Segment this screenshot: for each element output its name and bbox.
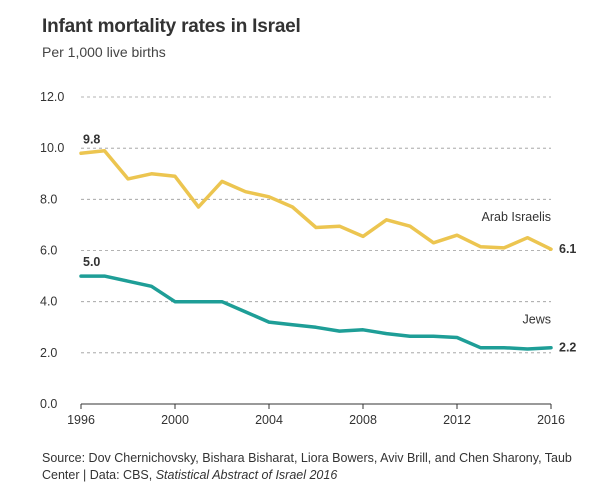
y-tick-label: 2.0 [40, 346, 57, 360]
series-line-jews [79, 274, 553, 351]
end-value-label: 6.1 [559, 242, 576, 256]
start-value-label: 9.8 [83, 132, 100, 146]
x-tick-label: 1996 [67, 413, 95, 427]
y-tick-label: 12.0 [40, 90, 64, 104]
x-tick-label: 2000 [161, 413, 189, 427]
line-chart: 0.0 2.0 4.0 6.0 8.0 10.0 12.0 1996 2000 2004 2008 2… [40, 90, 576, 427]
x-tick-label: 2016 [537, 413, 565, 427]
series-label: Jews [523, 313, 551, 327]
chart-title: Infant mortality rates in Israel [42, 16, 301, 37]
x-tick-label: 2012 [443, 413, 471, 427]
y-tick-label: 10.0 [40, 141, 64, 155]
y-tick-label: 6.0 [40, 244, 57, 258]
y-tick-label: 0.0 [40, 397, 57, 411]
source-note: Source: Dov Chernichovsky, Bishara Bisha… [42, 450, 592, 484]
start-value-label: 5.0 [83, 255, 100, 269]
x-tick-label: 2008 [349, 413, 377, 427]
y-tick-label: 8.0 [40, 192, 57, 206]
series-line-arab-israelis [79, 148, 553, 251]
series-label: Arab Israelis [482, 210, 551, 224]
y-tick-label: 4.0 [40, 295, 57, 309]
source-publication: Statistical Abstract of Israel 2016 [155, 468, 338, 482]
chart-subtitle: Per 1,000 live births [42, 44, 166, 60]
source-text: Source: Dov Chernichovsky, Bishara Bisha… [42, 451, 572, 482]
x-tick-label: 2004 [255, 413, 283, 427]
end-value-label: 2.2 [559, 341, 576, 355]
